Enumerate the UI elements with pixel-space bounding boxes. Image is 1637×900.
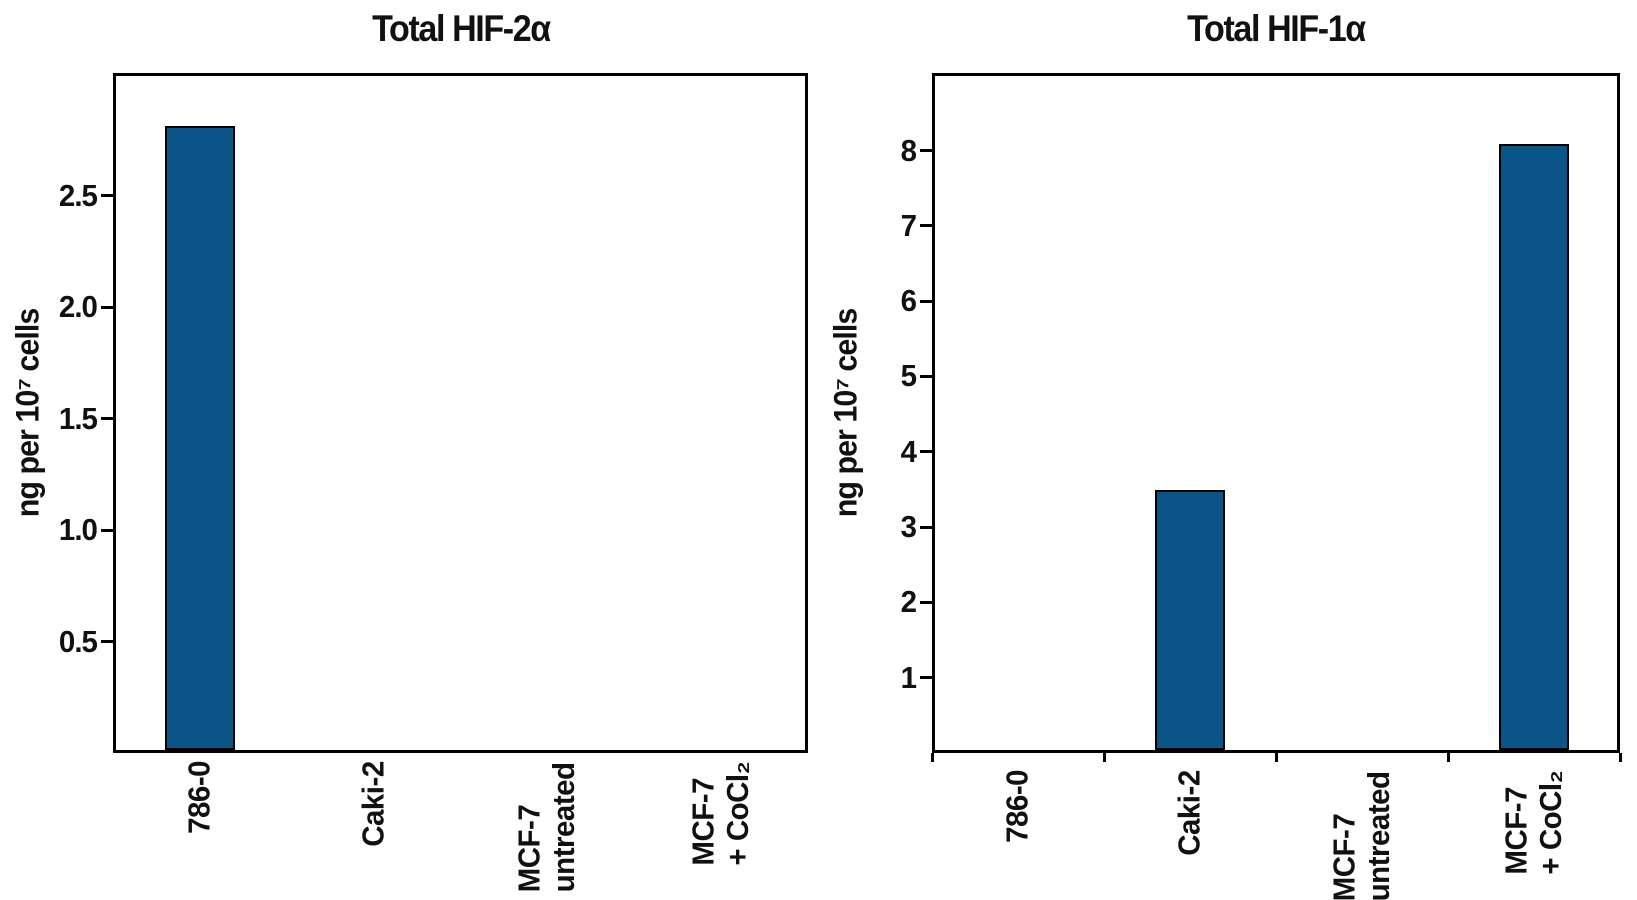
y-tick-mark	[920, 600, 932, 604]
x-tick-mark	[1274, 753, 1278, 762]
y-tick-mark	[920, 149, 932, 153]
x-category-label: MCF-7 untreated	[1326, 771, 1396, 900]
y-tick-label: 4	[900, 433, 917, 469]
y-tick-label: 2	[900, 584, 917, 620]
x-tick-mark	[1618, 753, 1622, 762]
y-tick-mark	[920, 676, 932, 680]
x-tick-mark	[1102, 753, 1106, 762]
y-tick-mark	[101, 640, 113, 644]
y-tick-mark	[101, 194, 113, 198]
y-tick-mark	[101, 528, 113, 532]
y-tick-mark	[920, 374, 932, 378]
y-tick-label: 5	[900, 358, 917, 394]
y-tick-mark	[920, 450, 932, 454]
y-tick-label: 6	[900, 283, 917, 319]
x-category-label: MCF-7 + CoCl₂	[685, 761, 756, 866]
y-tick-mark	[920, 224, 932, 228]
y-tick-label: 3	[900, 509, 917, 545]
chart-title-hif2a: Total HIF-2α	[371, 8, 551, 49]
y-tick-label: 7	[900, 207, 917, 243]
y-tick-label: 0.5	[58, 623, 98, 659]
y-tick-label: 1.0	[58, 512, 98, 548]
y-tick-mark	[920, 525, 932, 529]
bar-mcf-7	[1499, 143, 1569, 750]
y-tick-label: 8	[900, 132, 917, 168]
bar-caki-2	[1155, 490, 1225, 750]
bar-786-0	[164, 125, 235, 750]
x-tick-mark	[930, 753, 934, 762]
y-tick-label: 1.5	[58, 400, 98, 436]
y-tick-mark	[101, 305, 113, 309]
y-axis-label-hif1a: ng per 10⁷ cells	[827, 308, 864, 518]
chart-title-hif1a: Total HIF-1α	[1187, 8, 1366, 49]
x-category-label: MCF-7 untreated	[511, 762, 582, 893]
x-category-label: Caki-2	[1171, 770, 1207, 856]
x-category-label: 786-0	[999, 769, 1035, 843]
x-tick-mark	[1446, 753, 1450, 762]
x-category-label: 786-0	[181, 760, 217, 834]
x-category-label: MCF-7 + CoCl₂	[1498, 770, 1568, 875]
y-tick-label: 1	[900, 659, 917, 695]
y-tick-mark	[101, 417, 113, 421]
y-tick-label: 2.0	[58, 289, 98, 325]
x-category-label: Caki-2	[355, 761, 391, 847]
y-tick-label: 2.5	[58, 177, 98, 213]
y-tick-mark	[920, 299, 932, 303]
